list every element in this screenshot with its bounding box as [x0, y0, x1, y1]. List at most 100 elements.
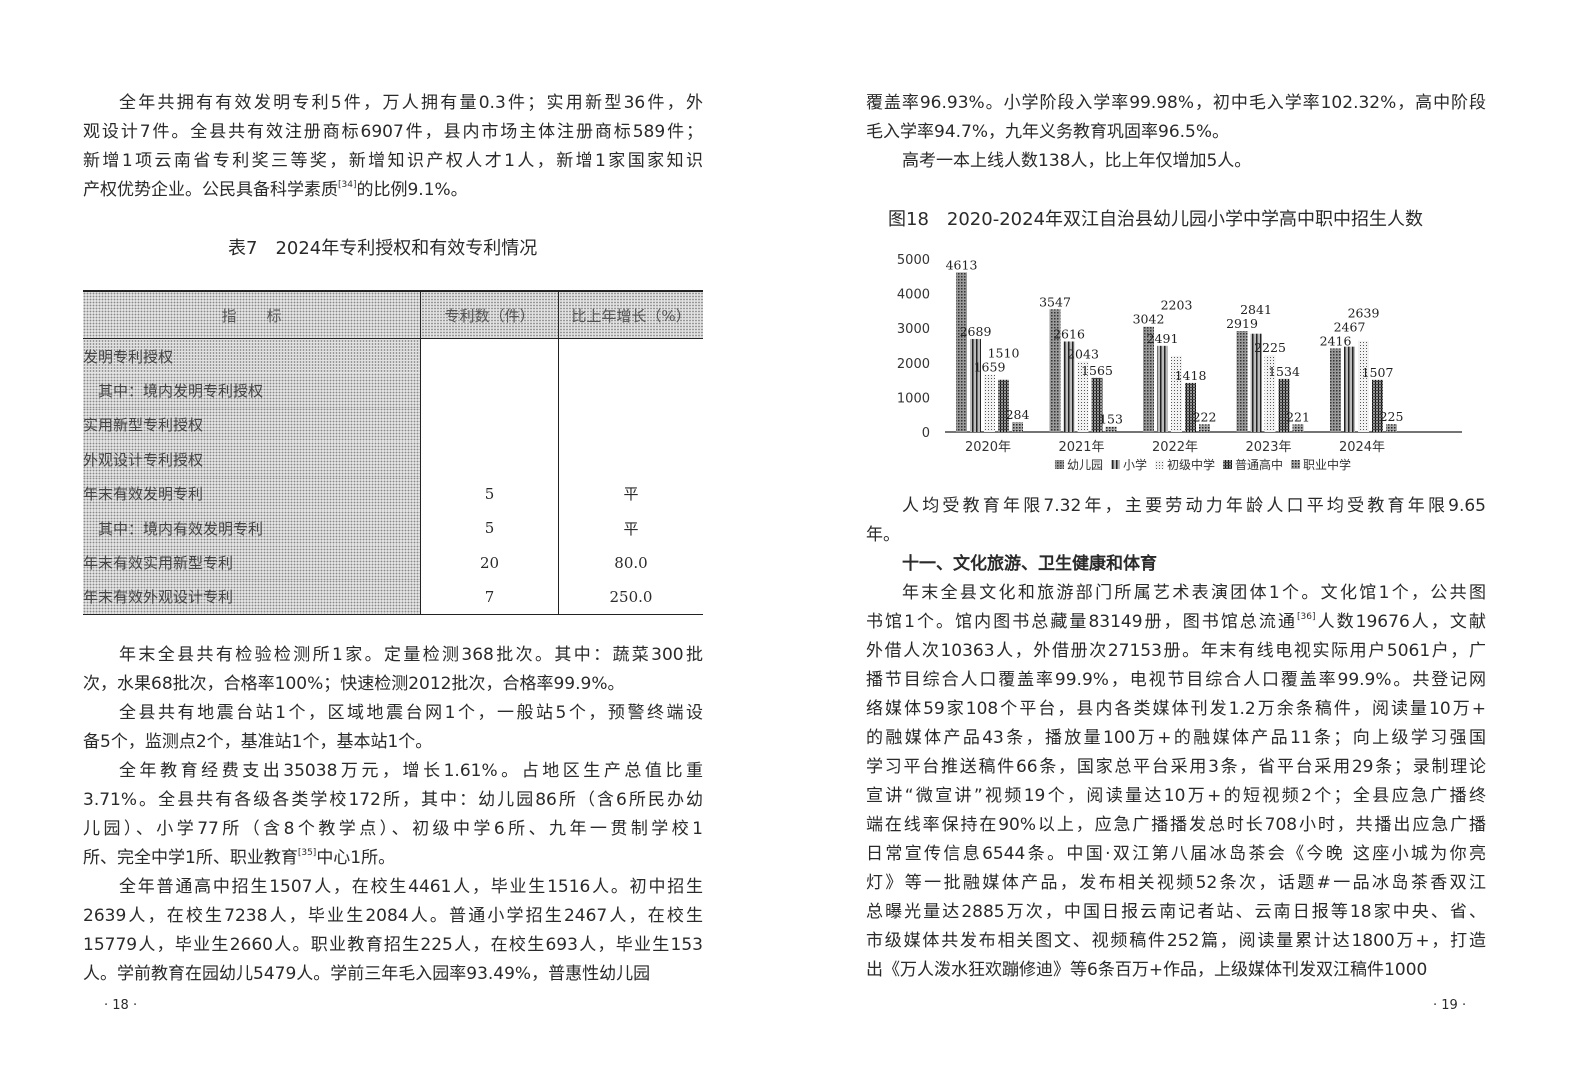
text-segment: 新增1项云南省专利奖三等奖，新增知识产权人才1人，新增1家国家知识: [83, 151, 703, 171]
count-cell: [420, 373, 559, 408]
legend-label: 幼儿园: [1067, 458, 1103, 472]
y-tick-label: 1000: [897, 391, 930, 406]
text-line: 的融媒体产品43条，播放量100万+的融媒体产品11条；向上级学习强国: [866, 724, 1486, 753]
text-line: 人。学前教育在园幼儿5479人。学前三年毛入园率93.49%，普惠性幼儿园: [83, 960, 703, 989]
right-paragraphs-top: 覆盖率96.93%。小学阶段入学率99.98%，初中毛入学率102.32%，高中…: [866, 89, 1486, 176]
count-cell: 5: [420, 510, 559, 546]
data-label: 2043: [1067, 346, 1099, 361]
data-label: 221: [1286, 409, 1310, 424]
data-label: 1507: [1362, 365, 1394, 380]
bar-3-4: [1372, 379, 1383, 432]
text-line: 15779人，毕业生2660人。职业教育招生225人，在校生693人，毕业生15…: [83, 931, 703, 960]
footnote-ref[interactable]: [36]: [1297, 612, 1316, 622]
indicator-cell: 发明专利授权: [83, 338, 421, 374]
text-segment: 覆盖率96.93%。小学阶段入学率99.98%，初中毛入学率102.32%，高中…: [866, 93, 1486, 113]
bar-2-3: [1264, 355, 1276, 432]
indicator-cell: 其中：境内发明专利授权: [83, 373, 421, 408]
text-line: 全年普通高中招生1507人，在校生4461人，毕业生1516人。初中招生: [83, 873, 703, 902]
bar-3-1: [1091, 377, 1103, 432]
count-cell: [420, 407, 559, 443]
paragraph: 覆盖率96.93%。小学阶段入学率99.98%，初中毛入学率102.32%，高中…: [866, 89, 1486, 147]
text-segment: 出《万人泼水狂欢蹦修迪》等6条百万+作品，上级媒体刊发双江稿件1000: [866, 960, 1428, 980]
table-row: 年末有效外观设计专利 7 250.0: [83, 579, 703, 616]
table-row: 外观设计专利授权: [83, 442, 703, 477]
data-label: 1659: [974, 360, 1006, 375]
paragraph: 全年普通高中招生1507人，在校生4461人，毕业生1516人。初中招生 2639…: [83, 873, 703, 989]
text-line: 观设计7件。全县共有效注册商标6907件，县内市场主体注册商标589件；: [83, 118, 703, 147]
table-row: 年末有效发明专利 5 平: [83, 476, 703, 511]
text-segment: 15779人，毕业生2660人。职业教育招生225人，在校生693人，毕业生15…: [83, 935, 703, 955]
bar-3-0: [998, 379, 1009, 432]
text-segment: 备5个，监测点2个，基准站1个，基本站1个。: [83, 732, 433, 752]
text-line: 高考一本上线人数138人，比上年仅增加5人。: [866, 147, 1486, 176]
text-line: 络媒体59家108个平台，县内各类媒体刊发1.2万余条稿件，阅读量10万+: [866, 695, 1486, 724]
growth-cell: 250.0: [558, 579, 703, 616]
text-line: 总曝光量达2885万次，中国日报云南记者站、云南日报等18家中央、省、: [866, 898, 1486, 927]
data-label: 2491: [1147, 331, 1179, 346]
text-segment: 人。学前教育在园幼儿5479人。学前三年毛入园率93.49%，普惠性幼儿园: [83, 964, 651, 984]
data-label: 3042: [1133, 312, 1165, 327]
text-segment: 学习平台推送稿件66条，国家总平台采用3条，省平台采用29条；录制理论: [866, 757, 1486, 777]
data-label: 222: [1193, 409, 1217, 424]
page-number-right: · 19 ·: [1433, 998, 1467, 1013]
text-segment: 日常宣传信息6544条。中国·双江第八届冰岛茶会《今晚 这座小城为你亮: [866, 844, 1486, 864]
footnote-ref[interactable]: [34]: [338, 180, 357, 190]
text-segment: 的融媒体产品43条，播放量100万+的融媒体产品11条；向上级学习强国: [866, 728, 1486, 748]
paragraph: 高考一本上线人数138人，比上年仅增加5人。: [866, 147, 1486, 176]
text-line: 全县共有地震台站1个，区域地震台网1个，一般站5个，预警终端设: [83, 699, 703, 728]
page-number-left: · 18 ·: [104, 998, 138, 1013]
y-tick-label: 4000: [897, 288, 930, 303]
text-segment: 观设计7件。全县共有效注册商标6907件，县内市场主体注册商标589件；: [83, 122, 703, 142]
data-label: 225: [1380, 409, 1404, 424]
indicator-cell: 实用新型专利授权: [83, 407, 421, 443]
text-line: 书馆1个。馆内图书总藏量83149册，图书馆总流通[36]人数19676人，文献: [866, 608, 1486, 637]
legend-swatch-4: [1291, 460, 1301, 469]
legend-label: 小学: [1123, 457, 1147, 472]
data-label: 2919: [1226, 316, 1258, 331]
text-segment: 年末全县共有检验检测所1家。定量检测368批次。其中：蔬菜300批: [119, 645, 703, 665]
table-row: 其中：境内发明专利授权: [83, 373, 703, 408]
bar-0-4: [1330, 348, 1341, 432]
bar-4-1: [1105, 426, 1117, 432]
growth-cell: 平: [558, 510, 703, 546]
text-segment: 3.71%。全县共有各级各类学校172所，其中：幼儿园86所（含6所民办幼: [83, 790, 703, 810]
data-label: 1534: [1268, 364, 1300, 379]
text-line: 新增1项云南省专利奖三等奖，新增知识产权人才1人，新增1家国家知识: [83, 147, 703, 176]
text-segment: 中心1所。: [316, 848, 396, 868]
section-heading: 十一、文化旅游、卫生健康和体育: [902, 554, 1157, 574]
table-row: 年末有效实用新型专利 20 80.0: [83, 545, 703, 580]
data-label: 2467: [1334, 319, 1366, 334]
indicator-cell: 年末有效发明专利: [83, 476, 421, 511]
text-line: 备5个，监测点2个，基准站1个，基本站1个。: [83, 728, 703, 757]
text-line: 全年共拥有有效发明专利5件，万人拥有量0.3件；实用新型36件，外: [83, 89, 703, 118]
growth-cell: [558, 407, 703, 443]
bar-3-2: [1185, 382, 1196, 432]
bar-4-4: [1386, 424, 1397, 432]
table-row: 实用新型专利授权: [83, 407, 703, 443]
table-row: 其中：境内有效发明专利 5 平: [83, 510, 703, 546]
text-segment: 产权优势企业。公民具备科学素质: [83, 180, 338, 200]
text-line: 儿园）、小学77所（含8个教学点）、初级中学6所、九年一贯制学校1: [83, 815, 703, 844]
text-line: 年末全县共有检验检测所1家。定量检测368批次。其中：蔬菜300批: [83, 641, 703, 670]
text-line: 2639人，在校生7238人，毕业生2084人。普通小学招生2467人，在校生: [83, 902, 703, 931]
y-tick-label: 3000: [897, 322, 930, 337]
indicator-cell: 外观设计专利授权: [83, 442, 421, 477]
paragraph: 人均受教育年限7.32年，主要劳动力年龄人口平均受教育年限9.65 年。: [866, 492, 1486, 550]
text-line: 市级媒体共发布相关图文、视频稿件252篇，阅读量累计达1800万+，打造: [866, 927, 1486, 956]
data-label: 1565: [1081, 363, 1113, 378]
bar-3-3: [1278, 378, 1290, 432]
footnote-ref[interactable]: [35]: [297, 848, 317, 858]
text-segment: 全年教育经费支出35038万元，增长1.61%。占地区生产总值比重: [119, 761, 703, 781]
text-line: 出《万人泼水狂欢蹦修迪》等6条百万+作品，上级媒体刊发双江稿件1000: [866, 956, 1486, 985]
text-line: 人均受教育年限7.32年，主要劳动力年龄人口平均受教育年限9.65: [866, 492, 1486, 521]
text-segment: 宣讲“微宣讲”视频19个，阅读量达10万+的短视频2个；全县应急广播终: [866, 786, 1486, 806]
text-line: 学习平台推送稿件66条，国家总平台采用3条，省平台采用29条；录制理论: [866, 753, 1486, 782]
text-segment: 年。: [866, 525, 900, 545]
bar-4-2: [1199, 424, 1210, 432]
header-growth: 比上年增长（%）: [558, 290, 703, 339]
count-cell: 7: [420, 579, 559, 616]
table-title: 表7 2024年专利授权和有效专利情况: [228, 238, 538, 259]
count-cell: [420, 338, 559, 374]
legend-swatch-2: [1154, 460, 1164, 469]
